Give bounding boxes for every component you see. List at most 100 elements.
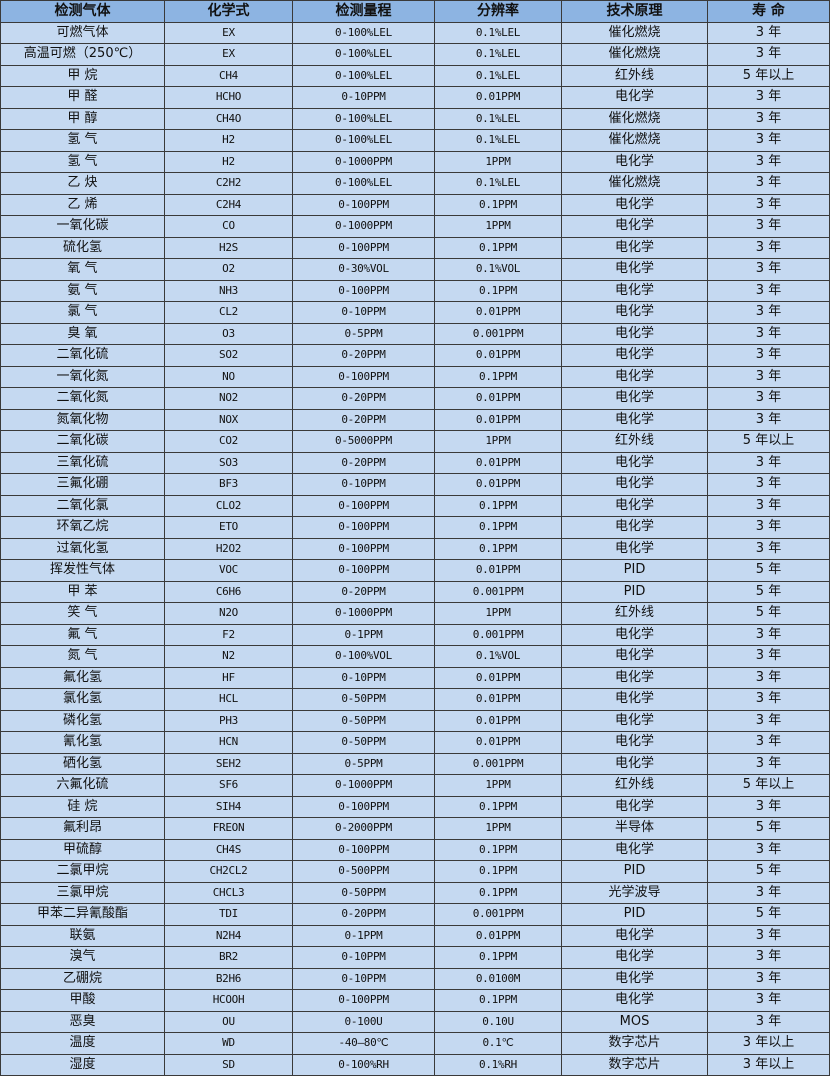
cell-formula: ETO	[164, 516, 293, 539]
table-row: 乙硼烷 B2H6 0-10PPM 0.0100M 电化学 3 年	[0, 967, 830, 990]
cell-range: 0-100%LEL	[292, 21, 435, 44]
cell-lifespan: 3 年	[707, 946, 830, 969]
cell-lifespan: 3 年	[707, 516, 830, 539]
cell-formula: CHCL3	[164, 881, 293, 904]
table-row: 乙 烯 C2H4 0-100PPM 0.1PPM 电化学 3 年	[0, 193, 830, 216]
cell-lifespan: 3 年	[707, 473, 830, 496]
table-row: 磷化氢 PH3 0-50PPM 0.01PPM 电化学 3 年	[0, 709, 830, 732]
cell-gas: 乙 烯	[0, 193, 165, 216]
table-row: 湿度 SD 0-100%RH 0.1%RH 数字芯片 3 年以上	[0, 1053, 830, 1076]
cell-formula: HCN	[164, 731, 293, 754]
cell-resolution: 0.1%LEL	[434, 172, 562, 195]
cell-range: 0-100%LEL	[292, 107, 435, 130]
cell-resolution: 0.01PPM	[434, 688, 562, 711]
cell-range: 0-10PPM	[292, 967, 435, 990]
table-row: 环氧乙烷 ETO 0-100PPM 0.1PPM 电化学 3 年	[0, 516, 830, 539]
cell-principle: 电化学	[561, 537, 708, 560]
cell-range: 0-1000PPM	[292, 602, 435, 625]
cell-range: 0-5PPM	[292, 752, 435, 775]
cell-range: 0-100PPM	[292, 516, 435, 539]
cell-resolution: 0.1PPM	[434, 193, 562, 216]
cell-resolution: 0.1%LEL	[434, 21, 562, 44]
cell-range: 0-10PPM	[292, 86, 435, 109]
cell-formula: BF3	[164, 473, 293, 496]
table-row: 硫化氢 H2S 0-100PPM 0.1PPM 电化学 3 年	[0, 236, 830, 259]
cell-lifespan: 3 年	[707, 279, 830, 302]
cell-range: 0-100PPM	[292, 494, 435, 517]
cell-resolution: 0.001PPM	[434, 903, 562, 926]
cell-lifespan: 5 年以上	[707, 430, 830, 453]
cell-lifespan: 3 年	[707, 258, 830, 281]
cell-principle: 电化学	[561, 279, 708, 302]
cell-principle: 数字芯片	[561, 1032, 708, 1055]
cell-principle: 电化学	[561, 408, 708, 431]
cell-resolution: 0.10U	[434, 1010, 562, 1033]
cell-range: 0-1000PPM	[292, 150, 435, 173]
table-row: 氟利昂 FREON 0-2000PPM 1PPM 半导体 5 年	[0, 817, 830, 840]
cell-range: 0-10PPM	[292, 301, 435, 324]
cell-principle: 催化燃烧	[561, 172, 708, 195]
cell-principle: 电化学	[561, 494, 708, 517]
cell-lifespan: 3 年	[707, 623, 830, 646]
cell-lifespan: 3 年	[707, 86, 830, 109]
cell-range: 0-100%VOL	[292, 645, 435, 668]
cell-resolution: 0.1PPM	[434, 279, 562, 302]
cell-formula: NOX	[164, 408, 293, 431]
cell-gas: 氮 气	[0, 645, 165, 668]
cell-principle: 电化学	[561, 623, 708, 646]
cell-range: 0-10PPM	[292, 946, 435, 969]
cell-lifespan: 3 年	[707, 150, 830, 173]
cell-lifespan: 3 年	[707, 795, 830, 818]
cell-lifespan: 3 年	[707, 365, 830, 388]
cell-principle: 电化学	[561, 946, 708, 969]
cell-resolution: 0.1%LEL	[434, 64, 562, 87]
table-row: 甲酸 HCOOH 0-100PPM 0.1PPM 电化学 3 年	[0, 989, 830, 1012]
cell-formula: SIH4	[164, 795, 293, 818]
cell-range: -40—80℃	[292, 1032, 435, 1055]
cell-resolution: 0.01PPM	[434, 473, 562, 496]
cell-resolution: 0.1PPM	[434, 537, 562, 560]
cell-gas: 磷化氢	[0, 709, 165, 732]
cell-formula: SO2	[164, 344, 293, 367]
cell-lifespan: 5 年以上	[707, 774, 830, 797]
cell-range: 0-100PPM	[292, 989, 435, 1012]
cell-principle: PID	[561, 580, 708, 603]
cell-gas: 二氧化氯	[0, 494, 165, 517]
cell-formula: SF6	[164, 774, 293, 797]
cell-resolution: 0.1PPM	[434, 365, 562, 388]
cell-gas: 氧 气	[0, 258, 165, 281]
cell-resolution: 0.001PPM	[434, 580, 562, 603]
cell-resolution: 0.1PPM	[434, 494, 562, 517]
cell-principle: 电化学	[561, 967, 708, 990]
cell-formula: CO2	[164, 430, 293, 453]
cell-principle: 催化燃烧	[561, 21, 708, 44]
cell-lifespan: 3 年	[707, 881, 830, 904]
cell-range: 0-50PPM	[292, 731, 435, 754]
cell-resolution: 0.1%VOL	[434, 645, 562, 668]
cell-principle: 光学波导	[561, 881, 708, 904]
table-row: 一氧化氮 NO 0-100PPM 0.1PPM 电化学 3 年	[0, 365, 830, 388]
table-row: 甲 醇 CH4O 0-100%LEL 0.1%LEL 催化燃烧 3 年	[0, 107, 830, 130]
cell-principle: 电化学	[561, 193, 708, 216]
table-row: 氢 气 H2 0-1000PPM 1PPM 电化学 3 年	[0, 150, 830, 173]
cell-resolution: 0.1PPM	[434, 838, 562, 861]
cell-principle: 电化学	[561, 838, 708, 861]
cell-range: 0-20PPM	[292, 580, 435, 603]
table-row: 乙 炔 C2H2 0-100%LEL 0.1%LEL 催化燃烧 3 年	[0, 172, 830, 195]
cell-range: 0-100%LEL	[292, 64, 435, 87]
cell-gas: 氢 气	[0, 150, 165, 173]
cell-formula: H2	[164, 150, 293, 173]
table-row: 联氨 N2H4 0-1PPM 0.01PPM 电化学 3 年	[0, 924, 830, 947]
table-row: 三氟化硼 BF3 0-10PPM 0.01PPM 电化学 3 年	[0, 473, 830, 496]
cell-resolution: 1PPM	[434, 150, 562, 173]
cell-lifespan: 3 年	[707, 537, 830, 560]
table-row: 三氧化硫 SO3 0-20PPM 0.01PPM 电化学 3 年	[0, 451, 830, 474]
cell-gas: 乙 炔	[0, 172, 165, 195]
cell-resolution: 0.1%VOL	[434, 258, 562, 281]
table-row: 氟化氢 HF 0-10PPM 0.01PPM 电化学 3 年	[0, 666, 830, 689]
cell-gas: 氢 气	[0, 129, 165, 152]
cell-formula: O2	[164, 258, 293, 281]
cell-gas: 硅 烷	[0, 795, 165, 818]
table-row: 六氟化硫 SF6 0-1000PPM 1PPM 红外线 5 年以上	[0, 774, 830, 797]
cell-principle: 红外线	[561, 774, 708, 797]
